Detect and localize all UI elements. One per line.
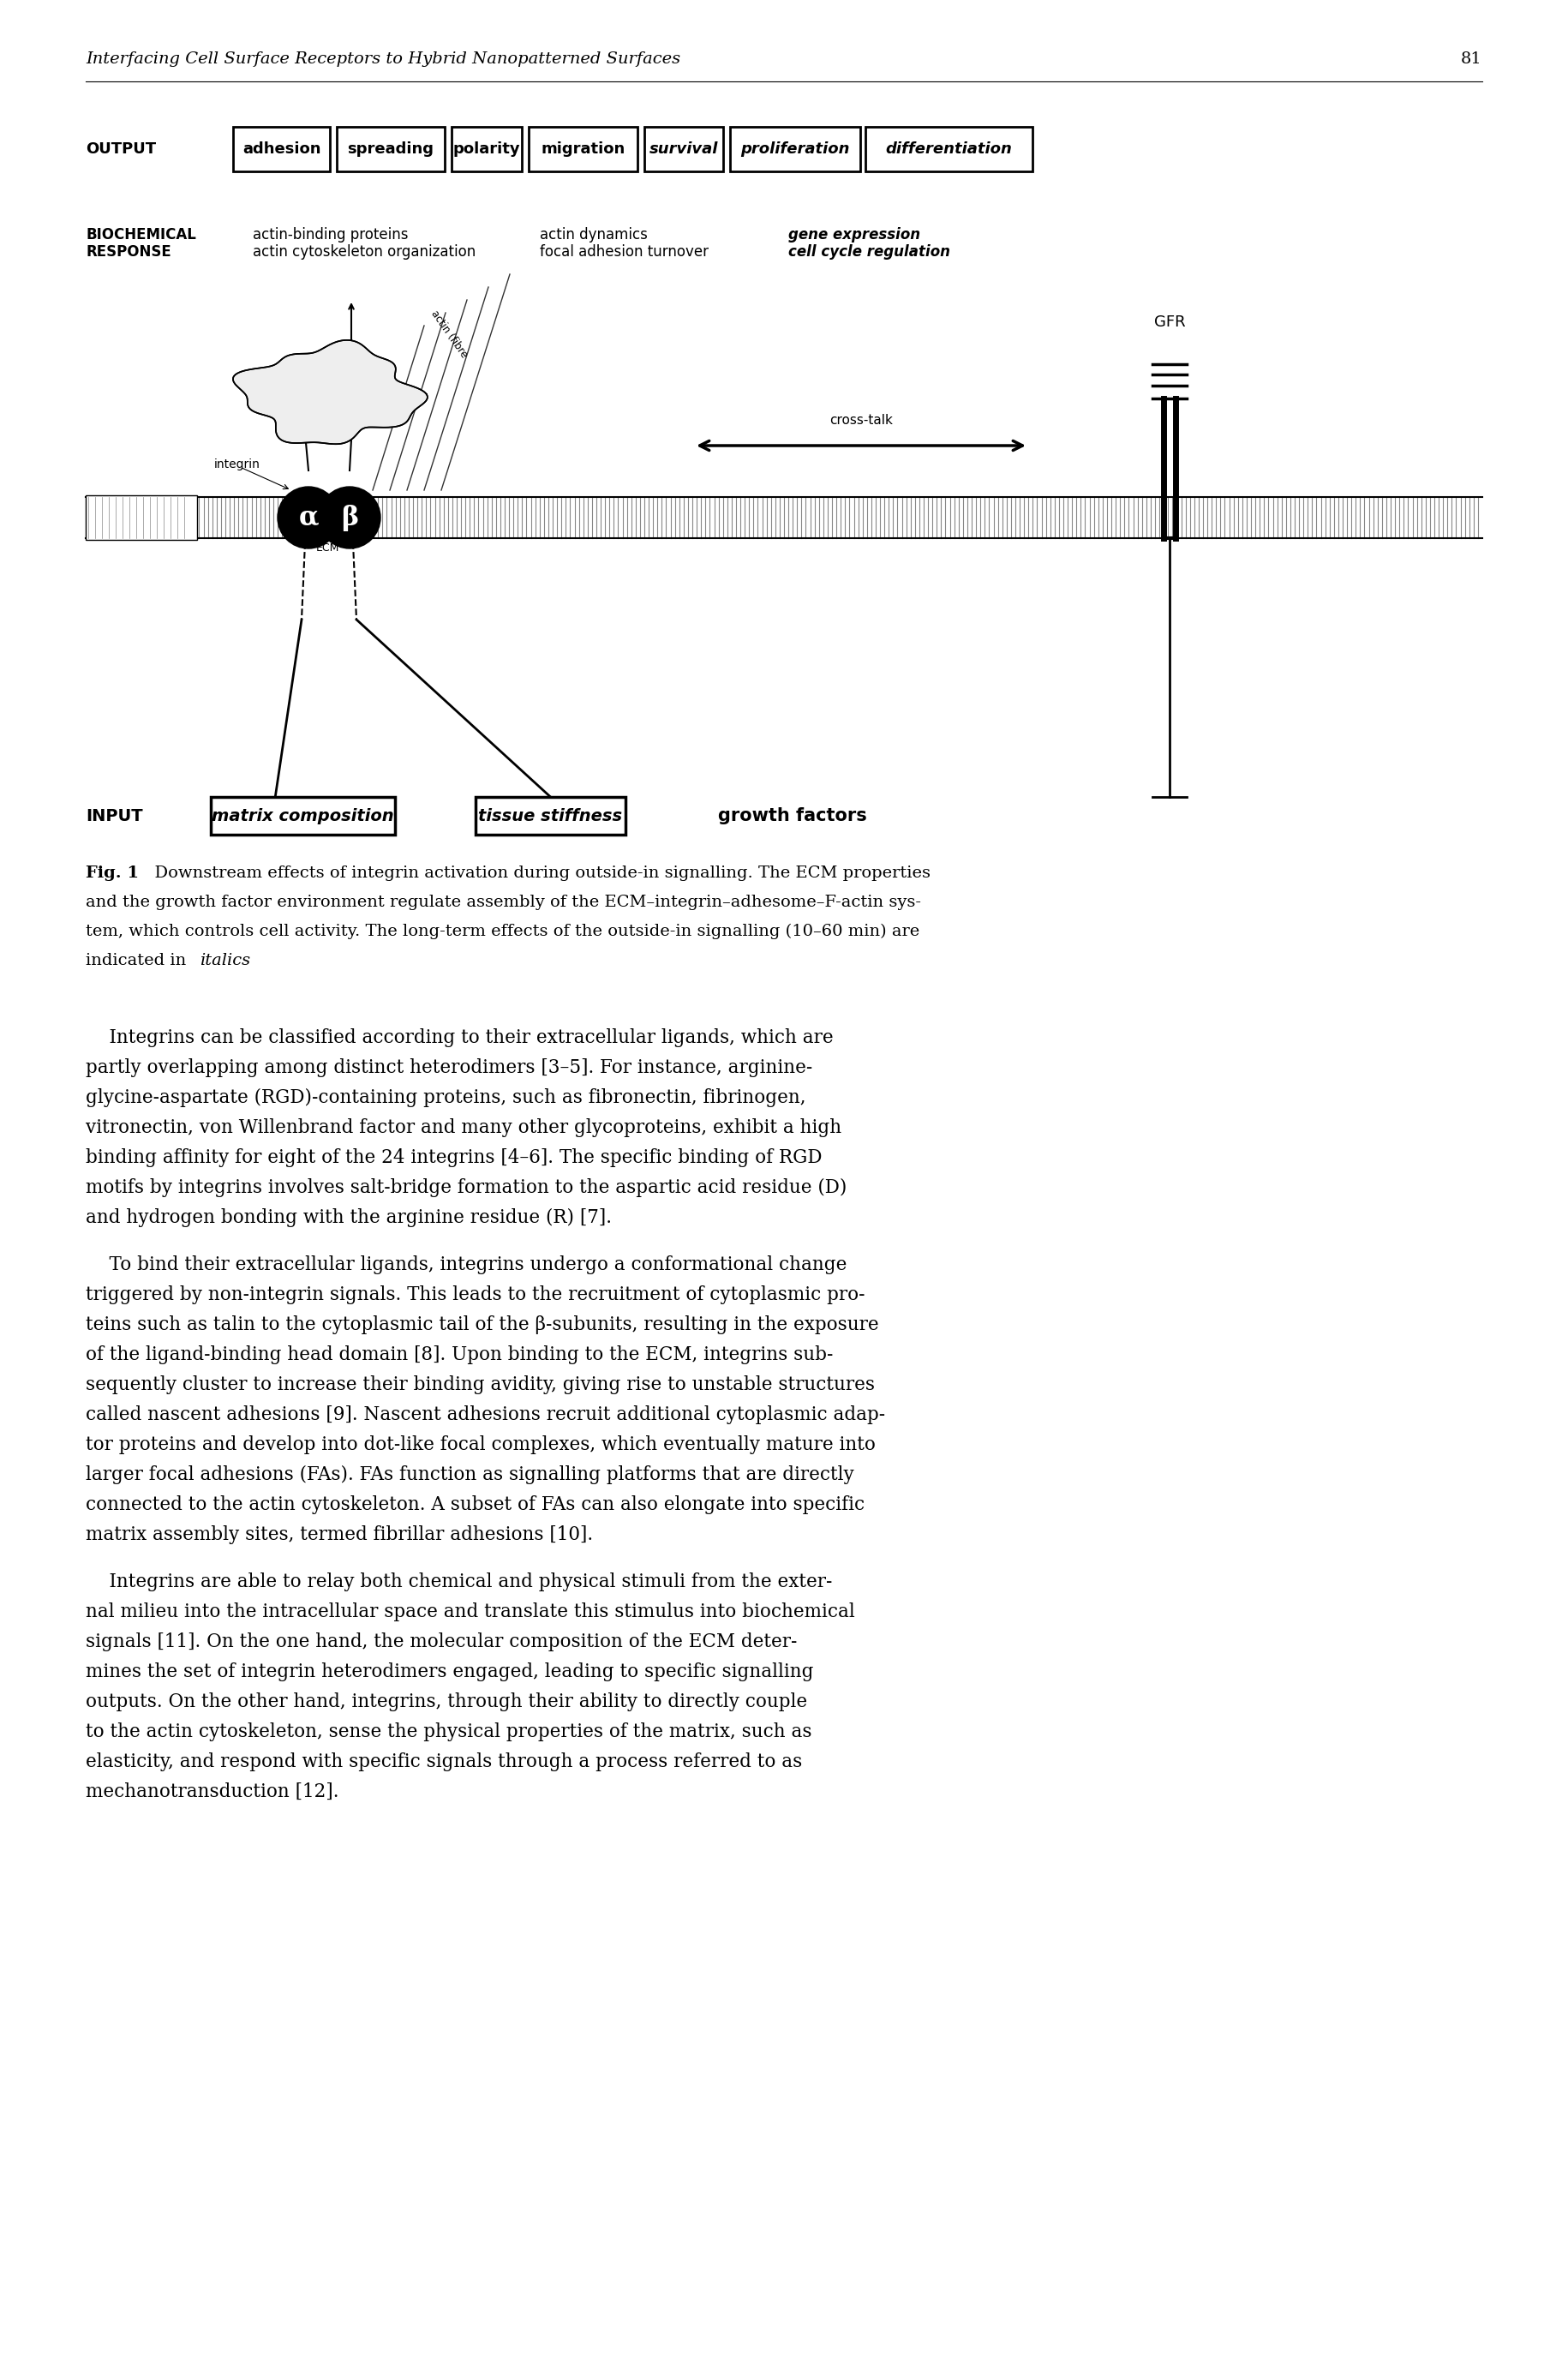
Bar [475, 797, 626, 835]
Text: and the growth factor environment regulate assembly of the ECM–integrin–adhesome: and the growth factor environment regula… [86, 894, 920, 911]
Text: cell cycle regulation: cell cycle regulation [789, 245, 950, 259]
Polygon shape [234, 340, 428, 445]
Text: Integrins can be classified according to their extracellular ligands, which are: Integrins can be classified according to… [86, 1027, 833, 1046]
Text: Downstream effects of integrin activation during outside-in signalling. The ECM : Downstream effects of integrin activatio… [144, 866, 930, 880]
Text: migration: migration [541, 140, 626, 157]
Text: teins such as talin to the cytoplasmic tail of the β-subunits, resulting in the : teins such as talin to the cytoplasmic t… [86, 1315, 878, 1334]
Text: tissue stiffness: tissue stiffness [478, 809, 622, 823]
Text: α: α [298, 504, 318, 530]
Text: binding affinity for eight of the 24 integrins [4–6]. The specific binding of RG: binding affinity for eight of the 24 int… [86, 1149, 822, 1168]
Text: Integrins are able to relay both chemical and physical stimuli from the exter-: Integrins are able to relay both chemica… [86, 1572, 833, 1591]
Text: 81: 81 [1461, 52, 1482, 67]
Text: to the actin cytoskeleton, sense the physical properties of the matrix, such as: to the actin cytoskeleton, sense the phy… [86, 1722, 812, 1741]
Text: signals [11]. On the one hand, the molecular composition of the ECM deter-: signals [11]. On the one hand, the molec… [86, 1631, 797, 1650]
Text: proliferation: proliferation [740, 140, 850, 157]
Text: RESPONSE: RESPONSE [86, 245, 171, 259]
Text: adhesome: adhesome [292, 359, 358, 371]
Text: sequently cluster to increase their binding avidity, giving rise to unstable str: sequently cluster to increase their bind… [86, 1374, 875, 1394]
Text: INPUT: INPUT [86, 809, 143, 823]
Bar [866, 126, 1032, 171]
Text: β: β [340, 504, 358, 530]
Text: tor proteins and develop into dot-like focal complexes, which eventually mature : tor proteins and develop into dot-like f… [86, 1436, 875, 1455]
Bar [528, 126, 638, 171]
Text: glycine-aspartate (RGD)-containing proteins, such as fibronectin, fibrinogen,: glycine-aspartate (RGD)-containing prote… [86, 1089, 806, 1108]
Text: matrix composition: matrix composition [212, 809, 394, 823]
Text: gene expression: gene expression [789, 226, 920, 243]
Text: nal milieu into the intracellular space and translate this stimulus into biochem: nal milieu into the intracellular space … [86, 1603, 855, 1622]
Text: matrix assembly sites, termed fibrillar adhesions [10].: matrix assembly sites, termed fibrillar … [86, 1524, 593, 1543]
Circle shape [278, 487, 339, 549]
Circle shape [318, 487, 381, 549]
Text: BIOCHEMICAL: BIOCHEMICAL [86, 226, 196, 243]
Text: survival: survival [649, 140, 718, 157]
Text: integrin: integrin [215, 459, 260, 471]
Text: cross-talk: cross-talk [829, 414, 892, 426]
Bar [452, 126, 522, 171]
Text: vitronectin, von Willenbrand factor and many other glycoproteins, exhibit a high: vitronectin, von Willenbrand factor and … [86, 1118, 842, 1137]
Bar [86, 495, 198, 540]
Text: polarity: polarity [453, 140, 521, 157]
Text: Interfacing Cell Surface Receptors to Hybrid Nanopatterned Surfaces: Interfacing Cell Surface Receptors to Hy… [86, 52, 681, 67]
Text: italics: italics [199, 954, 251, 968]
Bar [644, 126, 723, 171]
Text: tem, which controls cell activity. The long-term effects of the outside-in signa: tem, which controls cell activity. The l… [86, 923, 919, 939]
Text: spreading: spreading [348, 140, 434, 157]
Text: mechanotransduction [12].: mechanotransduction [12]. [86, 1784, 339, 1800]
Text: outputs. On the other hand, integrins, through their ability to directly couple: outputs. On the other hand, integrins, t… [86, 1693, 808, 1712]
Bar [337, 126, 445, 171]
Text: adhesion: adhesion [243, 140, 321, 157]
Bar [234, 126, 329, 171]
Text: indicated in: indicated in [86, 954, 191, 968]
Text: To bind their extracellular ligands, integrins undergo a conformational change: To bind their extracellular ligands, int… [86, 1256, 847, 1275]
Text: ECM: ECM [315, 542, 339, 554]
Bar [210, 797, 395, 835]
Text: motifs by integrins involves salt-bridge formation to the aspartic acid residue : motifs by integrins involves salt-bridge… [86, 1177, 847, 1196]
Text: differentiation: differentiation [886, 140, 1013, 157]
Text: called nascent adhesions [9]. Nascent adhesions recruit additional cytoplasmic a: called nascent adhesions [9]. Nascent ad… [86, 1405, 886, 1424]
Text: larger focal adhesions (FAs). FAs function as signalling platforms that are dire: larger focal adhesions (FAs). FAs functi… [86, 1465, 855, 1484]
Text: OUTPUT: OUTPUT [86, 140, 157, 157]
Text: triggered by non-integrin signals. This leads to the recruitment of cytoplasmic : triggered by non-integrin signals. This … [86, 1286, 866, 1303]
Text: growth factors: growth factors [718, 806, 867, 825]
Text: partly overlapping among distinct heterodimers [3–5]. For instance, arginine-: partly overlapping among distinct hetero… [86, 1058, 812, 1077]
Text: actin-binding proteins: actin-binding proteins [252, 226, 408, 243]
Text: connected to the actin cytoskeleton. A subset of FAs can also elongate into spec: connected to the actin cytoskeleton. A s… [86, 1496, 864, 1515]
Text: actin cytoskeleton organization: actin cytoskeleton organization [252, 245, 475, 259]
Text: mines the set of integrin heterodimers engaged, leading to specific signalling: mines the set of integrin heterodimers e… [86, 1662, 814, 1681]
Text: of the ligand-binding head domain [8]. Upon binding to the ECM, integrins sub-: of the ligand-binding head domain [8]. U… [86, 1346, 833, 1365]
Text: elasticity, and respond with specific signals through a process referred to as: elasticity, and respond with specific si… [86, 1753, 803, 1772]
Text: actin (fibre: actin (fibre [428, 309, 469, 359]
Text: Fig. 1: Fig. 1 [86, 866, 140, 880]
Text: and hydrogen bonding with the arginine residue (R) [7].: and hydrogen bonding with the arginine r… [86, 1208, 612, 1227]
Bar [731, 126, 861, 171]
Text: focal adhesion turnover: focal adhesion turnover [539, 245, 709, 259]
Text: actin dynamics: actin dynamics [539, 226, 648, 243]
Text: GFR: GFR [1154, 314, 1185, 331]
